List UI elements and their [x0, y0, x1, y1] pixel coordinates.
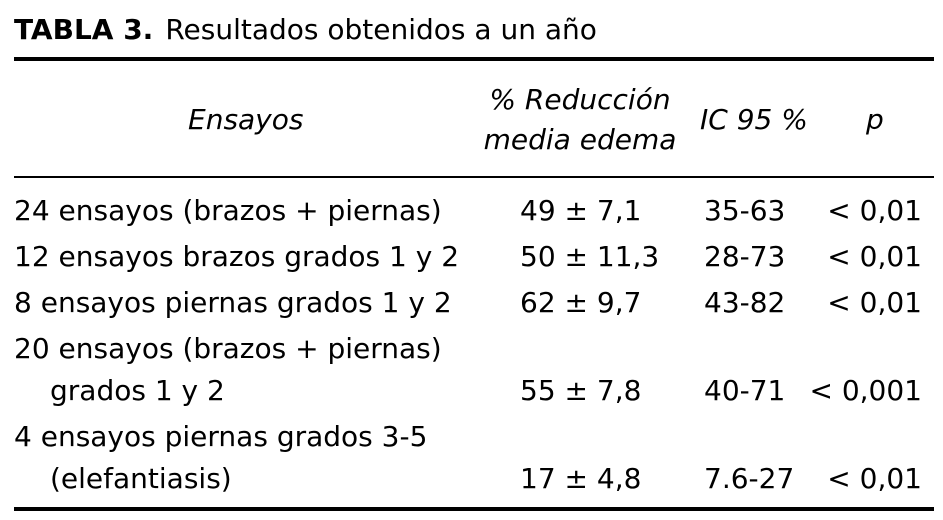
row-label: 20 ensayos (brazos + piernas) grados 1 y… — [14, 328, 442, 412]
header-reduccion: % Reducción media edema — [470, 80, 690, 160]
header-p: p — [866, 103, 884, 136]
row-p: < 0,01 — [827, 462, 922, 495]
header-reduccion-line2: media edema — [483, 123, 677, 156]
table-title: TABLA 3. Resultados obtenidos a un año — [14, 10, 597, 50]
bottom-rule — [14, 507, 934, 511]
row-p: < 0,001 — [809, 374, 922, 407]
row-p: < 0,01 — [827, 286, 922, 319]
row-label-line1: 24 ensayos (brazos + piernas) — [14, 194, 442, 227]
row-p: < 0,01 — [827, 194, 922, 227]
row-reduccion: 50 ± 11,3 — [520, 240, 660, 273]
row-p: < 0,01 — [827, 240, 922, 273]
header-ic: IC 95 % — [700, 103, 808, 136]
table-row: 24 ensayos (brazos + piernas) 49 ± 7,1 3… — [0, 190, 943, 236]
row-label-line1: 12 ensayos brazos grados 1 y 2 — [14, 240, 460, 273]
row-ic: 35-63 — [704, 194, 786, 227]
table-number: TABLA 3. — [14, 13, 154, 46]
row-label: 12 ensayos brazos grados 1 y 2 — [14, 236, 459, 278]
header-rule — [14, 176, 934, 178]
table-body: 24 ensayos (brazos + piernas) 49 ± 7,1 3… — [0, 190, 943, 504]
table-row: 4 ensayos piernas grados 3-5 (elefantias… — [0, 416, 943, 504]
row-reduccion: 62 ± 9,7 — [520, 286, 642, 319]
row-label-line1: 4 ensayos piernas grados 3-5 — [14, 420, 428, 453]
header-ensayos: Ensayos — [188, 103, 304, 136]
row-reduccion: 49 ± 7,1 — [520, 194, 642, 227]
row-reduccion: 55 ± 7,8 — [520, 374, 642, 407]
row-label: 4 ensayos piernas grados 3-5 (elefantias… — [14, 416, 427, 500]
table-row: 8 ensayos piernas grados 1 y 2 62 ± 9,7 … — [0, 282, 943, 328]
top-rule — [14, 57, 934, 61]
row-ic: 7.6-27 — [704, 462, 795, 495]
row-ic: 28-73 — [704, 240, 786, 273]
row-reduccion: 17 ± 4,8 — [520, 462, 642, 495]
row-label-line2: grados 1 y 2 — [50, 374, 225, 407]
row-ic: 43-82 — [704, 286, 786, 319]
row-label-line2: (elefantiasis) — [50, 462, 232, 495]
row-ic: 40-71 — [704, 374, 786, 407]
row-label: 24 ensayos (brazos + piernas) — [14, 190, 442, 232]
table-row: 20 ensayos (brazos + piernas) grados 1 y… — [0, 328, 943, 416]
table-caption: Resultados obtenidos a un año — [165, 13, 597, 46]
row-label-line1: 20 ensayos (brazos + piernas) — [14, 332, 442, 365]
header-reduccion-line1: % Reducción — [489, 83, 671, 116]
row-label-line1: 8 ensayos piernas grados 1 y 2 — [14, 286, 452, 319]
row-label: 8 ensayos piernas grados 1 y 2 — [14, 282, 452, 324]
table-row: 12 ensayos brazos grados 1 y 2 50 ± 11,3… — [0, 236, 943, 282]
